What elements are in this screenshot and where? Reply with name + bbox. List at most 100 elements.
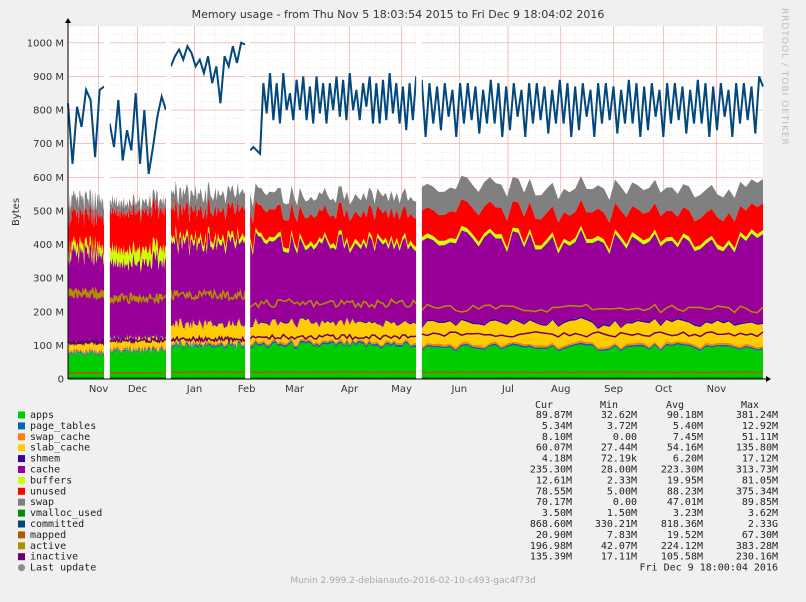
- legend-swatch-mapped: [18, 531, 25, 539]
- legend-value-min: 330.21M: [595, 519, 637, 530]
- legend-name: swap: [30, 497, 54, 508]
- legend-value-min: 0.00: [613, 432, 637, 443]
- legend-value-max: 313.73M: [736, 465, 778, 476]
- legend-value-cur: 135.39M: [530, 552, 572, 563]
- line-active: [67, 286, 105, 301]
- legend-value-cur: 8.10M: [542, 432, 572, 443]
- legend-value-min: 7.83M: [607, 530, 637, 541]
- area-page-tables: [421, 342, 763, 352]
- area-page-tables: [170, 340, 246, 351]
- data-gap: [104, 26, 110, 379]
- legend-value-avg: 6.20M: [673, 454, 703, 465]
- legend-value-avg: 3.23M: [673, 508, 703, 519]
- area-unused: [170, 196, 246, 251]
- data-gap: [165, 26, 171, 379]
- area-apps: [170, 342, 246, 379]
- legend-value-cur: 868.60M: [530, 519, 572, 530]
- y-tick-label: 1000 M: [27, 38, 64, 49]
- legend-swatch-inactive: [18, 553, 25, 561]
- line-mapped: [67, 371, 105, 375]
- legend-value-avg: 19.52M: [667, 530, 703, 541]
- y-tick-label: 500 M: [33, 206, 64, 217]
- x-tick-label: Jan: [186, 384, 202, 395]
- footer-version: Munin 2.999.2-debianauto-2016-02-10-c493…: [290, 576, 535, 586]
- area-buffers: [68, 235, 105, 268]
- legend-value-cur: 12.61M: [536, 475, 572, 486]
- legend-name: shmem: [30, 454, 60, 465]
- area-shmem: [109, 333, 166, 344]
- area-slab-cache: [250, 317, 417, 345]
- area-cache: [421, 229, 763, 328]
- legend-name: inactive: [30, 552, 78, 563]
- y-tick-label: 700 M: [33, 139, 64, 150]
- x-tick-label: Apr: [341, 384, 359, 395]
- legend-value-min: 0.00: [613, 497, 637, 508]
- legend-swatch-vmalloc-used: [18, 509, 25, 517]
- area-page-tables: [250, 340, 417, 350]
- legend-value-min: 28.00M: [601, 465, 637, 476]
- legend-value-max: 89.85M: [742, 497, 778, 508]
- x-tick-label: Jul: [501, 384, 514, 395]
- y-axis-label: Bytes: [11, 198, 22, 226]
- legend-name: apps: [30, 410, 54, 421]
- area-swap: [421, 175, 763, 223]
- area-swap-cache: [250, 338, 417, 348]
- legend-value-avg: 224.12M: [661, 541, 703, 552]
- area-swap: [109, 189, 166, 224]
- legend-value-max: 2.33G: [748, 519, 778, 530]
- last-update-value: Fri Dec 9 18:00:04 2016: [640, 563, 778, 574]
- legend-value-cur: 89.87M: [536, 410, 572, 421]
- legend-name: active: [30, 541, 66, 552]
- legend-column-header: Avg: [666, 400, 684, 411]
- legend-value-max: 381.24M: [736, 410, 778, 421]
- series-lines: [67, 41, 764, 379]
- legend-value-min: 5.00M: [607, 486, 637, 497]
- legend-swatch-page-tables: [18, 422, 25, 430]
- axes: [65, 18, 771, 382]
- line-committed: [108, 92, 167, 175]
- legend-value-avg: 88.23M: [667, 486, 703, 497]
- legend-value-max: 375.34M: [736, 486, 778, 497]
- y-tick-labels: 0 100 M 200 M 300 M 400 M 500 M 600 M 700 M 800 …: [27, 38, 64, 385]
- area-cache: [250, 231, 417, 327]
- legend-name: unused: [30, 486, 66, 497]
- legend-value-min: 32.62M: [601, 410, 637, 421]
- legend-value-cur: 235.30M: [530, 465, 572, 476]
- line-committed: [420, 76, 764, 138]
- y-tick-label: 100 M: [33, 341, 64, 352]
- chart-title: Memory usage - from Thu Nov 5 18:03:54 2…: [192, 8, 605, 21]
- legend-value-min: 2.33M: [607, 475, 637, 486]
- legend-name: buffers: [30, 475, 72, 486]
- legend-value-avg: 54.16M: [667, 443, 703, 454]
- x-tick-label: Aug: [551, 384, 571, 395]
- last-update-icon: [18, 564, 25, 572]
- legend-name: slab_cache: [30, 443, 90, 454]
- area-shmem: [250, 316, 417, 328]
- area-swap-cache: [68, 347, 105, 356]
- area-apps: [109, 348, 166, 379]
- data-gap: [416, 26, 422, 379]
- area-swap: [68, 189, 105, 229]
- legend-name: swap_cache: [30, 432, 90, 443]
- area-swap: [250, 183, 417, 224]
- legend-swatch-cache: [18, 466, 25, 473]
- area-buffers: [250, 227, 417, 256]
- legend-value-max: 51.11M: [742, 432, 778, 443]
- line-inactive: [67, 337, 105, 347]
- line-mapped: [421, 371, 764, 374]
- legend-name: committed: [30, 519, 84, 530]
- legend-name: vmalloc_used: [30, 508, 102, 519]
- side-label: RRDTOOL / TOBI OETIKER: [779, 8, 789, 146]
- line-active: [249, 297, 417, 310]
- legend-value-max: 230.16M: [736, 552, 778, 563]
- legend-column-header: Cur: [535, 400, 553, 411]
- area-buffers: [421, 225, 763, 254]
- legend-value-avg: 105.58M: [661, 552, 703, 563]
- x-tick-label: Dec: [128, 384, 147, 395]
- legend-swatch-swap: [18, 498, 25, 506]
- y-tick-label: 0: [58, 375, 64, 386]
- line-committed: [249, 72, 418, 157]
- area-swap-cache: [170, 338, 246, 349]
- legend-value-min: 42.07M: [601, 541, 637, 552]
